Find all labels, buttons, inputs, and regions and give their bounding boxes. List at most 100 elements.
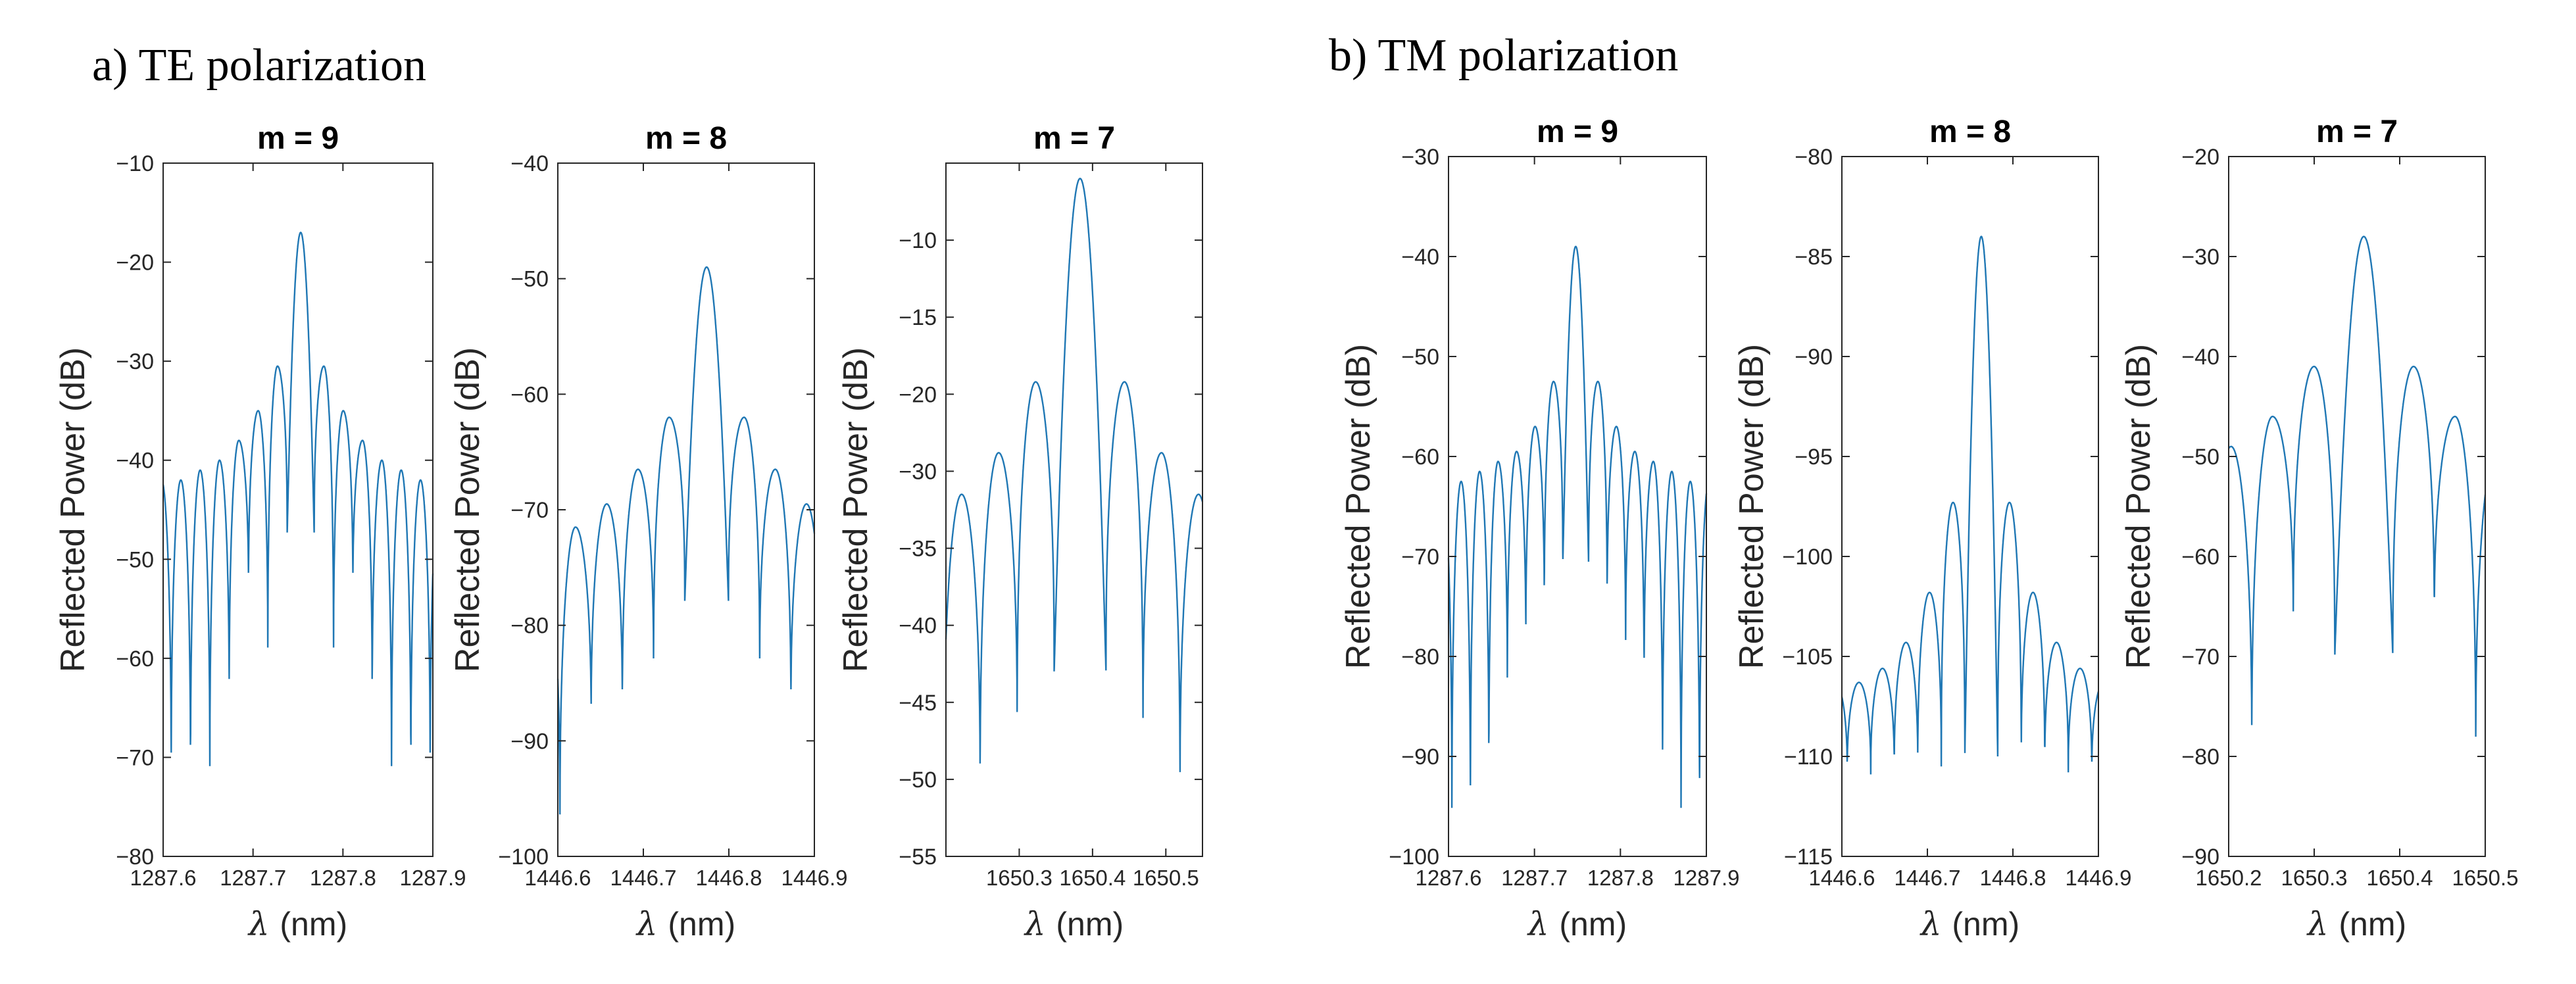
y-tick-label: −60 (2181, 545, 2219, 570)
y-tick-label: −40 (1401, 245, 1439, 270)
spectrum-line (557, 266, 816, 815)
y-tick-label: −15 (899, 305, 937, 330)
y-tick-label: −10 (116, 151, 154, 176)
y-tick-label: −20 (116, 251, 154, 276)
y-tick-label: −80 (1401, 645, 1439, 670)
spectrum-line (945, 178, 1204, 772)
y-tick-label: −35 (899, 537, 937, 562)
y-tick-label: −50 (510, 267, 549, 292)
y-tick-label: −90 (510, 729, 549, 754)
x-tick-label: 1650.4 (2367, 866, 2433, 890)
chart-panel-2: −100 −90 −80 −70 −60 −50 −40 1446.6 1446.7 1446.8… (449, 121, 847, 943)
x-tick-label: 1650.5 (1133, 866, 1199, 890)
y-tick-label: −30 (116, 349, 154, 374)
y-tick-label: −30 (1401, 145, 1439, 170)
y-axis-label: Reflected Power (dB) (2119, 344, 2158, 669)
y-tick-label: −80 (2181, 745, 2219, 770)
x-tick-label: 1446.9 (2066, 866, 2132, 890)
y-tick-label: −115 (1784, 845, 1833, 870)
chart-panel-4: −100 −90 −80 −70 −60 −50 −40 −30 1287.6 1287.7 128… (1339, 114, 1739, 943)
x-tick-label: 1287.7 (220, 866, 286, 890)
y-tick-label: −40 (116, 449, 154, 474)
y-tick-label: −20 (899, 382, 937, 407)
x-tick-label: 1650.3 (2281, 866, 2348, 890)
x-tick-label: 1650.4 (1059, 866, 1126, 890)
y-tick-label: −80 (116, 845, 154, 870)
x-tick-label: 1650.5 (2452, 866, 2519, 890)
y-tick-label: −100 (498, 845, 549, 870)
axes-box (2228, 156, 2486, 857)
x-tick-label: 1446.8 (696, 866, 762, 890)
x-tick-label: 1287.9 (1673, 866, 1740, 890)
y-tick-label: −40 (2181, 345, 2219, 370)
y-tick-label: −40 (899, 614, 937, 639)
y-tick-label: −10 (899, 228, 937, 253)
y-tick-label: −45 (899, 691, 937, 716)
y-axis-label: Reflected Power (dB) (1733, 344, 1771, 669)
y-tick-label: −30 (899, 459, 937, 484)
chart-title: m = 8 (1929, 114, 2011, 149)
axes-box (1841, 156, 2099, 857)
y-tick-label: −50 (1401, 345, 1439, 370)
x-tick-label: 1446.9 (781, 866, 848, 890)
x-tick-label: 1287.7 (1501, 866, 1568, 890)
axes-box (945, 162, 1203, 857)
x-tick-label: 1446.8 (1980, 866, 2046, 890)
spectrum-line (1447, 245, 1708, 808)
y-tick-label: −95 (1795, 445, 1833, 470)
y-tick-label: −55 (899, 845, 937, 870)
y-tick-label: −50 (2181, 445, 2219, 470)
y-tick-label: −80 (510, 614, 549, 639)
y-tick-label: −60 (1401, 445, 1439, 470)
y-tick-label: −85 (1795, 245, 1833, 270)
x-axis-label: λ (nm) (1920, 905, 2019, 943)
y-axis-label: Reflected Power (dB) (449, 347, 487, 672)
y-tick-label: −110 (1784, 745, 1833, 770)
spectrum-line (162, 232, 434, 766)
y-tick-label: −30 (2181, 245, 2219, 270)
y-tick-label: −40 (510, 151, 549, 176)
axes-box (162, 162, 433, 857)
chart-panel-5: −115 −110 −105 −100 −95 −90 −85 −80 1446.6 1446.7… (1733, 114, 2131, 943)
y-tick-label: −70 (1401, 545, 1439, 570)
axes-box (1448, 156, 1707, 857)
chart-title: m = 7 (2316, 114, 2398, 149)
x-tick-label: 1446.7 (1895, 866, 1961, 890)
y-axis-label: Reflected Power (dB) (54, 347, 92, 672)
y-tick-label: −60 (510, 382, 549, 407)
x-tick-label: 1446.7 (610, 866, 677, 890)
chart-panel-6: −90 −80 −70 −60 −50 −40 −30 −20 1650.2 1650.3 1650… (2119, 114, 2518, 943)
y-tick-label: −20 (2181, 145, 2219, 170)
y-tick-label: −70 (116, 745, 154, 770)
x-tick-label: 1650.3 (986, 866, 1053, 890)
x-tick-label: 1446.6 (525, 866, 591, 890)
x-tick-label: 1650.2 (2196, 866, 2262, 890)
y-tick-label: −100 (1782, 545, 1833, 570)
y-tick-label: −100 (1389, 845, 1439, 870)
chart-title: m = 9 (257, 121, 339, 156)
y-tick-label: −70 (2181, 645, 2219, 670)
y-tick-label: −60 (116, 647, 154, 672)
spectrum-line (2227, 235, 2487, 737)
y-axis-label: Reflected Power (dB) (837, 347, 875, 672)
y-tick-label: −50 (899, 768, 937, 793)
x-tick-label: 1287.8 (310, 866, 376, 890)
x-tick-label: 1287.8 (1587, 866, 1654, 890)
chart-panel-3: −55 −50 −45 −40 −35 −30 −20 −15 −10 1650.3 1650.4 1… (837, 121, 1204, 943)
x-tick-label: 1446.6 (1809, 866, 1875, 890)
x-tick-label: 1287.6 (130, 866, 197, 890)
group-label-te: a) TE polarization (92, 40, 426, 91)
y-tick-label: −90 (2181, 845, 2219, 870)
x-axis-label: λ (nm) (1024, 905, 1124, 943)
y-tick-label: −90 (1795, 345, 1833, 370)
x-axis-label: λ (nm) (1527, 905, 1627, 943)
x-tick-label: 1287.9 (400, 866, 466, 890)
y-axis-label: Reflected Power (dB) (1339, 344, 1377, 669)
x-axis-label: λ (nm) (635, 905, 735, 943)
y-tick-label: −80 (1795, 145, 1833, 170)
y-tick-label: −105 (1782, 645, 1833, 670)
x-tick-label: 1287.6 (1416, 866, 1482, 890)
y-tick-label: −90 (1401, 745, 1439, 770)
x-axis-label: λ (nm) (247, 905, 347, 943)
